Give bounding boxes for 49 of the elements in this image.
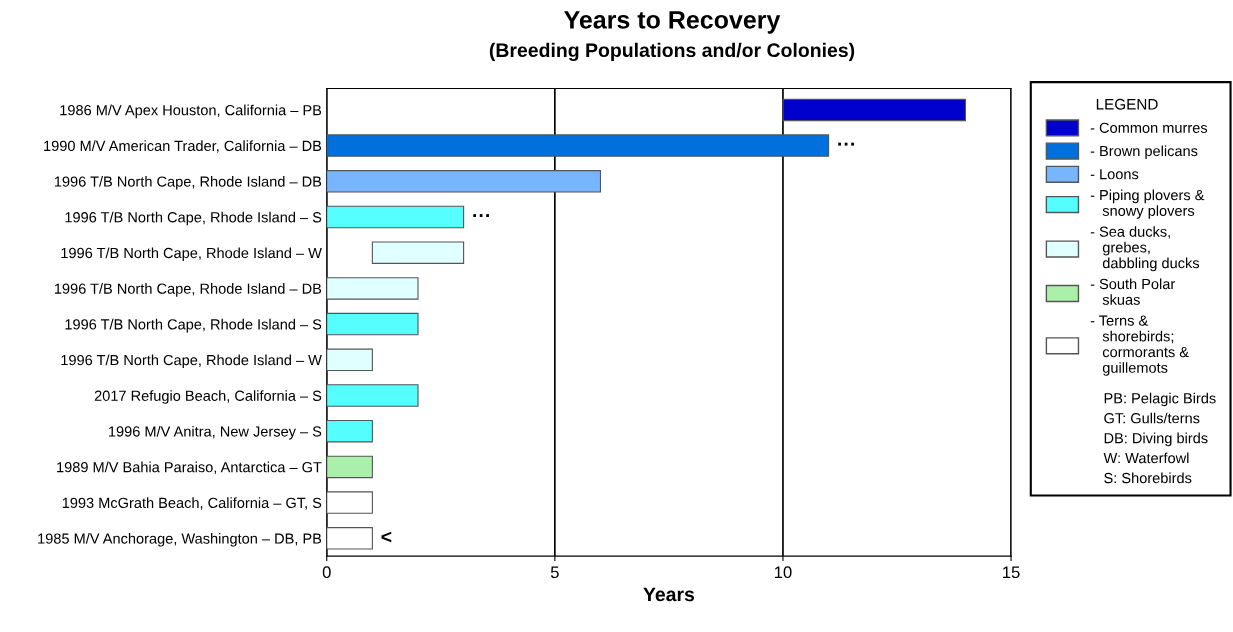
bar: [326, 277, 419, 300]
legend-label: - Terns & shorebirds; cormorants & guillemots: [1090, 315, 1189, 376]
legend-label: - South Polar skuas: [1090, 278, 1175, 305]
bar: [326, 348, 373, 372]
y-tick-label: 1993 McGrath Beach, California – GT, S: [62, 497, 322, 510]
annotation: ···: [473, 214, 489, 217]
bar: [326, 419, 373, 443]
legend-label: - Brown pelicans: [1090, 145, 1198, 160]
y-tick-label: 1996 T/B North Cape, Rhode Island – W: [61, 247, 322, 262]
x-tick-label: 10: [774, 566, 792, 579]
bar: [326, 312, 419, 336]
y-tick-label: 1986 M/V Apex Houston, California – PB: [60, 104, 322, 119]
text: PB: Pelagic Birds: [1104, 392, 1216, 407]
y-tick-label: 1996 T/B North Cape, Rhode Island – S: [65, 211, 322, 226]
chart-title: Years to Recovery: [564, 11, 781, 34]
bar: [326, 384, 419, 407]
bar: [326, 527, 373, 550]
y-tick-label: 1996 T/B North Cape, Rhode Island – W: [61, 354, 322, 369]
y-tick-label: 1985 M/V Anchorage, Washington – DB, PB: [38, 533, 322, 547]
y-tick-label: 1990 M/V American Trader, California – DB: [44, 140, 322, 153]
bar: [326, 134, 830, 157]
legend-label: - Sea ducks, grebes, dabbling ducks: [1090, 226, 1200, 272]
text: W: Waterfowl: [1103, 452, 1189, 464]
annotation: ···: [838, 142, 854, 146]
x-tick-label: 5: [550, 566, 559, 579]
bar: [326, 205, 465, 229]
x-tick-label: 0: [322, 566, 331, 579]
bar: [326, 491, 373, 514]
bar: [782, 98, 966, 122]
bar: [371, 241, 465, 264]
y-tick-label: 1996 M/V Anitra, New Jersey – S: [109, 425, 322, 440]
y-tick-label: 2017 Refugio Beach, California – S: [94, 390, 322, 404]
text: DB: Diving birds: [1104, 432, 1208, 447]
bar: [326, 170, 602, 193]
legend-title: LEGEND: [1096, 98, 1158, 110]
legend-label: - Loons: [1090, 169, 1139, 180]
x-axis-title: Years: [643, 587, 695, 602]
legend-label: - Piping plovers & snowy plovers: [1090, 189, 1205, 219]
text: GT: Gulls/terns: [1104, 412, 1200, 424]
legend-label: - Common murres: [1090, 122, 1208, 133]
y-tick-label: 1996 T/B North Cape, Rhode Island – DB: [54, 176, 322, 190]
x-tick-label: 15: [1003, 566, 1020, 579]
chart-subtitle: (Breeding Populations and/or Colonies): [489, 42, 855, 61]
bar: [326, 455, 373, 479]
y-tick-label: 1996 T/B North Cape, Rhode Island – S: [65, 318, 322, 333]
annotation: <: [381, 531, 392, 543]
y-tick-label: 1996 T/B North Cape, Rhode Island – DB: [54, 283, 322, 297]
text: S: Shorebirds: [1104, 472, 1192, 484]
y-tick-label: 1989 M/V Bahia Paraiso, Antarctica – GT: [57, 461, 322, 475]
